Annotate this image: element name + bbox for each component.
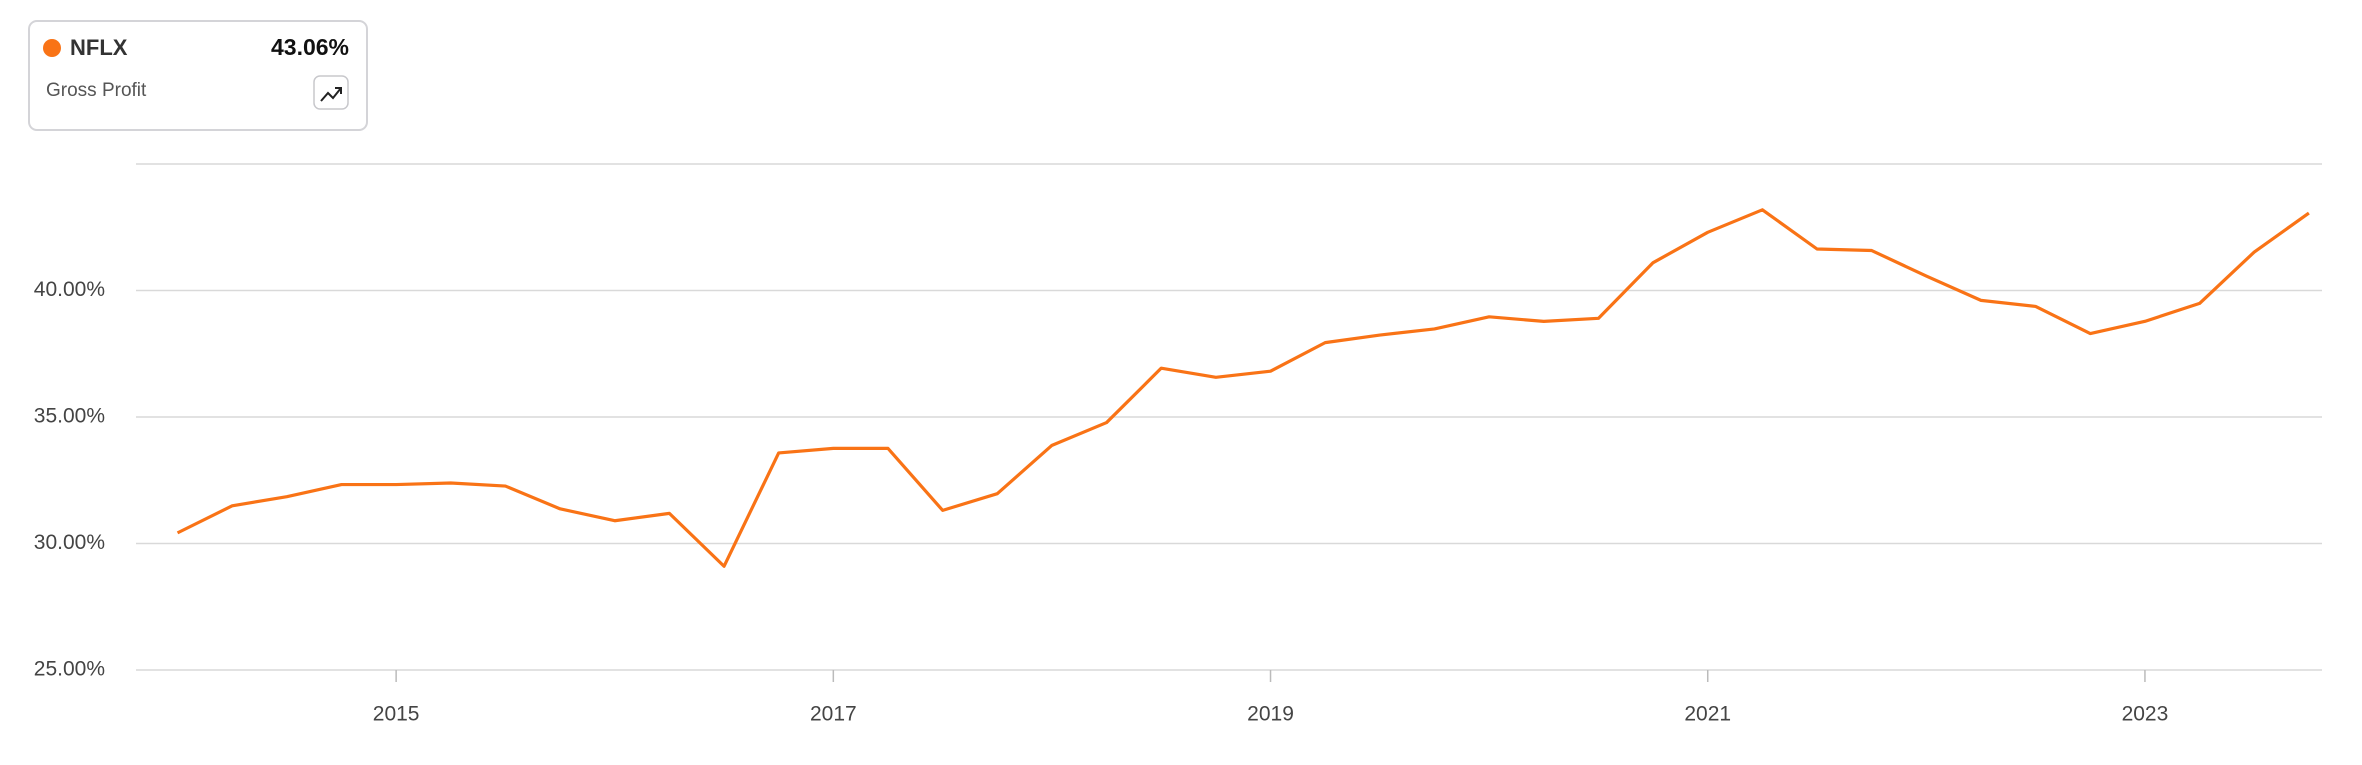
button-frame[interactable] <box>313 75 349 110</box>
y-tick-label: 25.00% <box>34 658 105 681</box>
button-icon-arrow <box>335 87 342 94</box>
x-tick-label: 2015 <box>373 703 420 726</box>
series-line <box>176 208 2310 568</box>
x-tick-label: 2019 <box>1247 703 1294 726</box>
x-tick-label: 2017 <box>810 703 857 726</box>
y-tick-label: 40.00% <box>34 278 105 301</box>
legend-card <box>28 20 368 131</box>
latest-value: 43.06% <box>271 34 349 60</box>
metric-label: Gross Profit <box>46 80 147 101</box>
y-tick-label: 30.00% <box>34 531 105 554</box>
x-tick-label: 2023 <box>2122 703 2169 726</box>
legend-symbol: NFLX <box>70 35 128 60</box>
x-tick-label: 2021 <box>1684 703 1731 726</box>
chart-type-button[interactable] <box>313 75 349 110</box>
button-icon <box>320 87 342 102</box>
y-tick-label: 35.00% <box>34 405 105 428</box>
legend-dot <box>43 39 61 57</box>
